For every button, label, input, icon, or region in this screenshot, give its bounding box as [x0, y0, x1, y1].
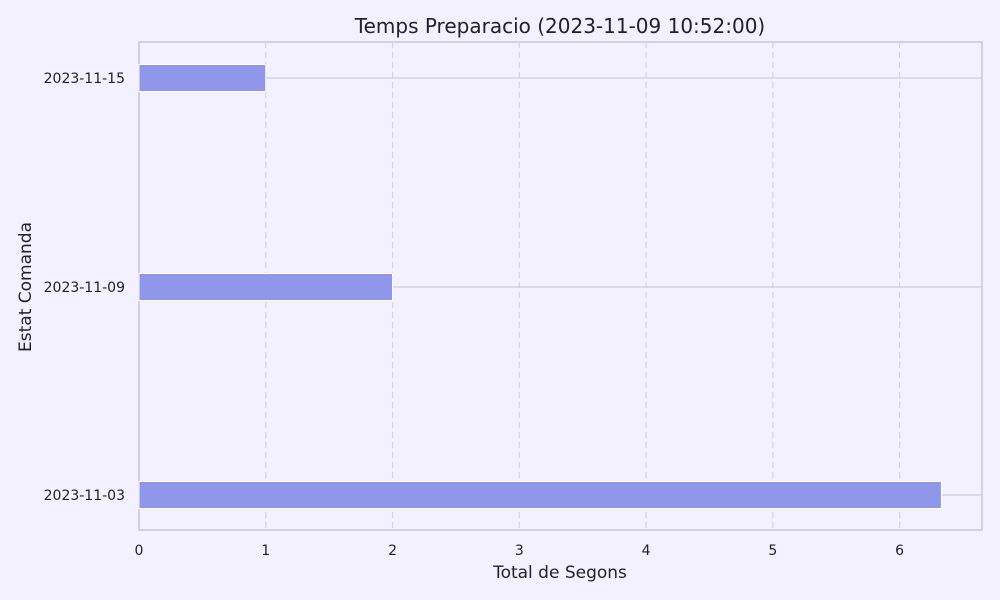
y-tick-labels: 2023-11-03 2023-11-09 2023-11-15: [44, 71, 125, 504]
x-tick-label: 0: [135, 543, 144, 559]
y-tick-label: 2023-11-09: [44, 280, 125, 296]
y-tick-label: 2023-11-15: [44, 71, 125, 87]
bar-2023-11-15: [138, 64, 267, 92]
x-axis-label: Total de Segons: [492, 563, 627, 583]
x-tick-label: 6: [895, 543, 904, 559]
chart-title: Temps Preparacio (2023-11-09 10:52:00): [354, 14, 765, 38]
x-tick-label: 3: [515, 543, 524, 559]
x-tick-label: 2: [388, 543, 397, 559]
x-tick-label: 4: [642, 543, 651, 559]
y-tick-label: 2023-11-03: [44, 488, 125, 504]
x-tick-label: 1: [261, 543, 270, 559]
x-tick-label: 5: [768, 543, 777, 559]
bars: [138, 64, 942, 509]
x-tick-labels: 0 1 2 3 4 5 6: [135, 543, 905, 559]
bar-2023-11-09: [138, 273, 394, 301]
bar-2023-11-03: [138, 481, 942, 509]
y-axis-label: Estat Comanda: [16, 222, 36, 352]
